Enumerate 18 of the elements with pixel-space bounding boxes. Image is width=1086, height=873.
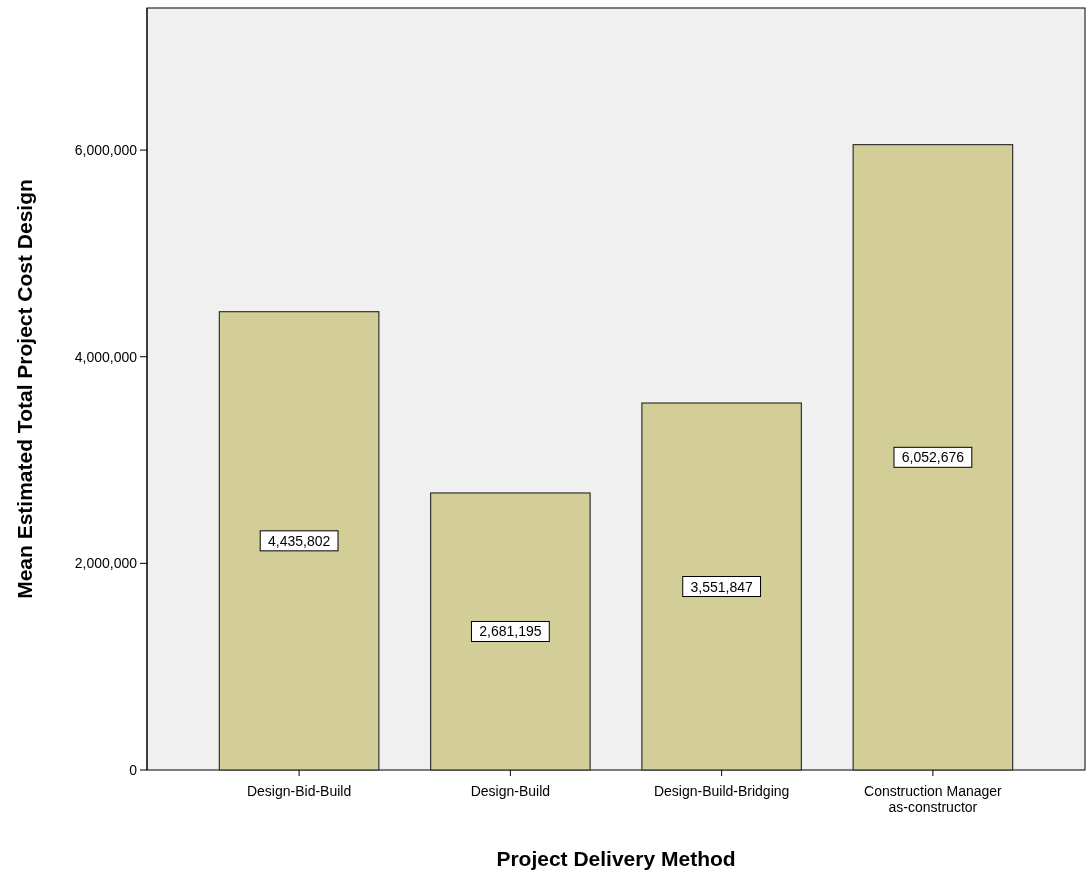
y-tick-label: 0 [129,762,138,778]
x-tick-label: Design-Bid-Build [246,783,352,799]
x-tick-label: Design-Build-Bridging [653,783,790,799]
x-tick-label: Design-Build [470,783,551,799]
x-tick-label: Construction Manager as-constructor [864,783,1003,815]
y-tick-label: 2,000,000 [74,555,138,572]
data-label: 6,052,676 [901,449,965,466]
bar [218,311,380,771]
y-axis-title: Mean Estimated Total Project Cost Design [13,179,36,599]
data-label: 3,551,847 [690,578,753,595]
data-label: 2,681,195 [479,623,542,640]
bar [430,492,591,771]
y-tick-label: 6,000,000 [74,142,138,159]
x-axis-title: Project Delivery Method [496,847,736,870]
y-tick-label: 4,000,000 [74,348,138,365]
data-label: 4,435,802 [267,532,331,549]
bar [852,144,1014,771]
bar [641,402,802,771]
